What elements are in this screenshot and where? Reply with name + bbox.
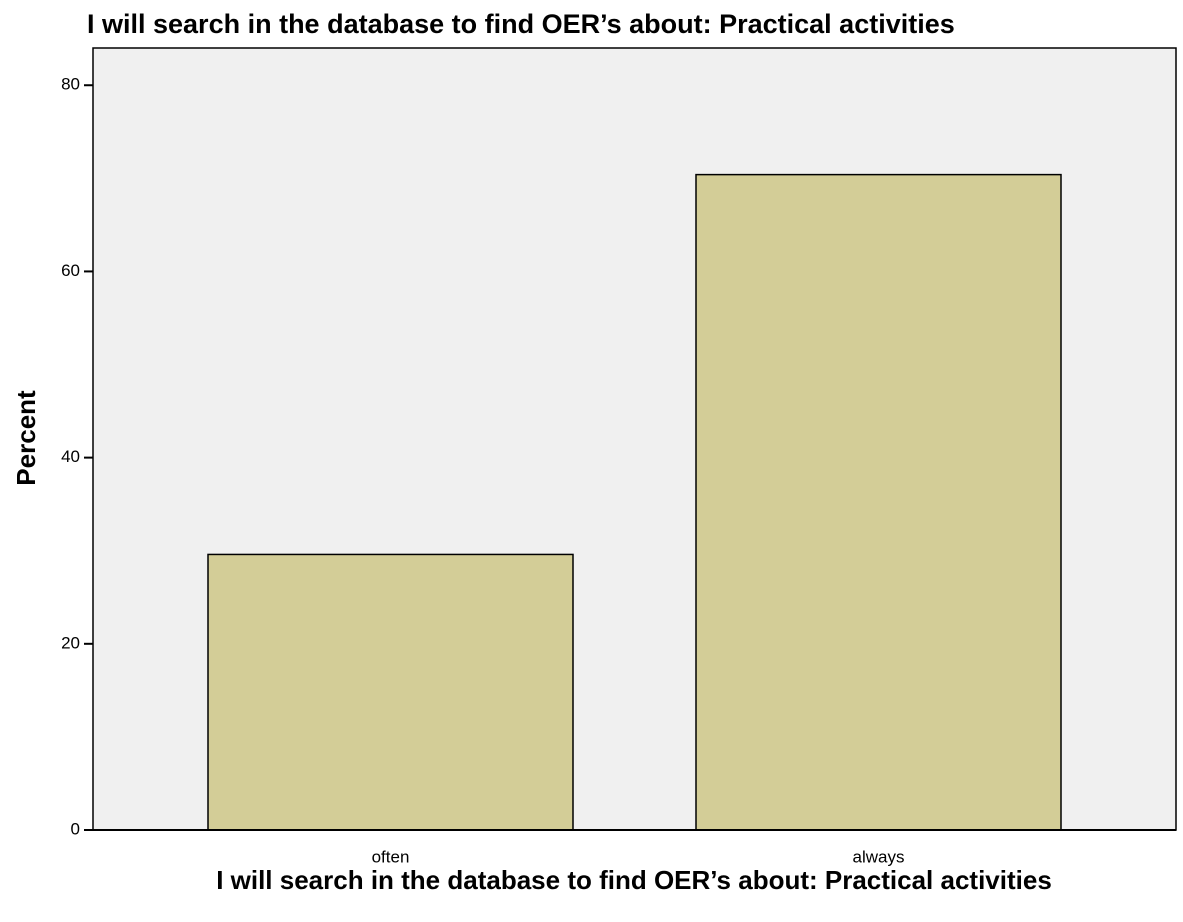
x-axis-label: I will search in the database to find OE… — [216, 865, 1052, 895]
y-tick-label: 20 — [61, 633, 80, 652]
chart-title: I will search in the database to find OE… — [87, 9, 955, 39]
bar — [207, 553, 574, 831]
x-tick-label: always — [853, 847, 905, 866]
y-tick-label: 0 — [71, 819, 80, 838]
y-tick-label: 40 — [61, 447, 80, 466]
x-tick-label: often — [372, 847, 410, 866]
y-tick-label: 60 — [61, 261, 80, 280]
bar — [695, 173, 1062, 831]
y-tick-label: 80 — [61, 75, 80, 94]
y-axis-label: Percent — [11, 390, 41, 486]
